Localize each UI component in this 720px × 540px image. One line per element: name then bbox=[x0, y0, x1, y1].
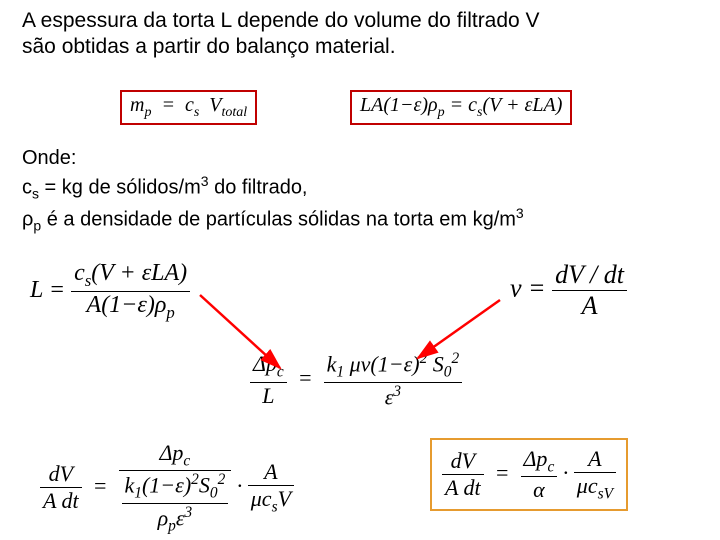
slide: A espessura da torta L depende do volume… bbox=[0, 0, 720, 540]
arrow-left bbox=[0, 0, 720, 540]
